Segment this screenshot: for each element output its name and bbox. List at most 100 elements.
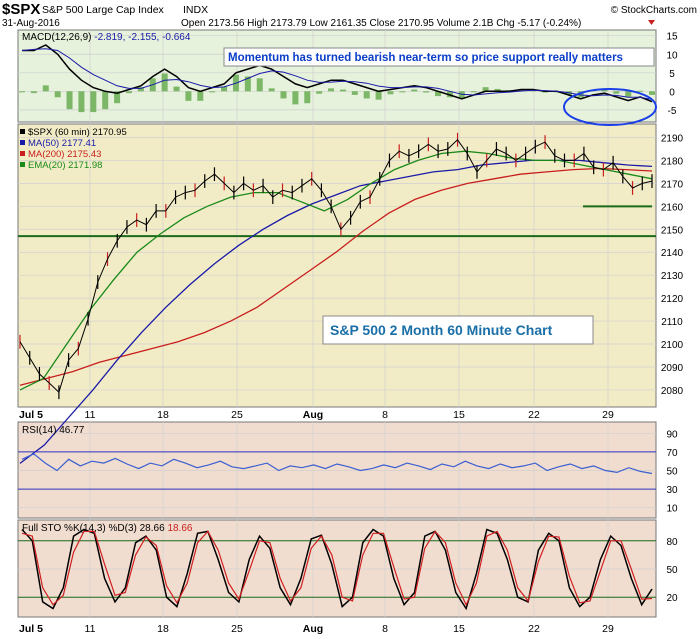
macd-histogram-bar xyxy=(316,91,323,94)
index-name: S&P 500 Large Cap Index xyxy=(42,4,165,16)
macd-highlight-ellipse xyxy=(563,88,657,126)
rsi-tick-label: 50 xyxy=(666,467,678,478)
macd-histogram-bar xyxy=(649,91,655,95)
macd-panel xyxy=(17,29,657,123)
annotation-box xyxy=(223,47,655,67)
macd-histogram-bar xyxy=(244,76,251,92)
macd-tick-label: -5 xyxy=(668,106,677,117)
macd-histogram-bar xyxy=(339,89,346,92)
ema20-line xyxy=(19,150,653,391)
macd-histogram-bar xyxy=(292,91,299,105)
x-axis-label: Jul 5 xyxy=(19,409,43,421)
price-line xyxy=(19,139,653,394)
rsi-tick-label: 90 xyxy=(666,429,678,440)
y-tick-labels: 151050-521902180217021602150214021302120… xyxy=(661,32,684,604)
price-tick-label: 2090 xyxy=(661,363,684,374)
price-tick-label: 2160 xyxy=(661,202,684,213)
stochastic-label: Full STO %K(14,3) %D(3) 28.66 18.66 xyxy=(22,523,193,534)
price-tick-label: 2170 xyxy=(661,179,684,190)
legend-swatch xyxy=(20,162,25,167)
macd-histogram-bar xyxy=(209,91,216,93)
rsi-tick-label: 30 xyxy=(666,485,678,496)
macd-histogram-bar xyxy=(613,91,620,94)
chart-title: S&P 500 2 Month 60 Minute Chart xyxy=(330,322,553,338)
macd-label: MACD(12,26,9) -2.819, -2.155, -0.664 xyxy=(22,32,191,43)
macd-signal-line xyxy=(21,48,653,100)
legend-entry: EMA(20) 2171.98 xyxy=(28,160,102,171)
macd-histogram-bar xyxy=(470,91,477,93)
macd-histogram-bar xyxy=(42,85,49,92)
macd-histogram-bar xyxy=(114,91,121,104)
symbol-title: $SPX xyxy=(2,1,40,18)
macd-histogram-bar xyxy=(304,91,311,104)
macd-histogram-bar xyxy=(173,86,180,92)
macd-histogram-bar xyxy=(221,86,228,92)
legend-swatch xyxy=(20,129,25,134)
macd-histogram-bar xyxy=(66,91,73,110)
macd-histogram-bar xyxy=(197,91,204,101)
stochastic-d-line xyxy=(21,530,653,607)
macd-histogram-bar xyxy=(482,87,489,92)
price-tick-label: 2140 xyxy=(661,248,684,259)
macd-histogram-bar xyxy=(185,91,192,101)
macd-histogram-bar xyxy=(30,91,37,94)
chart-title-box xyxy=(322,315,594,345)
macd-histogram-bar xyxy=(268,88,275,92)
x-axis-label: 8 xyxy=(382,409,388,421)
macd-histogram-bar xyxy=(363,91,370,99)
legend-swatch xyxy=(20,151,25,156)
price-tick-label: 2130 xyxy=(661,271,684,282)
macd-histogram-bar xyxy=(625,91,632,97)
stochastic-tick-label: 80 xyxy=(666,537,678,548)
ohlc-stats: Open 2173.56 High 2173.79 Low 2161.35 Cl… xyxy=(181,18,581,29)
x-axis-label: 22 xyxy=(528,623,540,635)
macd-histogram-bar xyxy=(351,91,358,95)
macd-histogram-bar xyxy=(328,88,335,92)
macd-histogram-bar xyxy=(280,91,287,99)
rsi-line xyxy=(21,453,653,475)
legend-entry: MA(200) 2175.43 xyxy=(28,149,101,160)
macd-histogram-bar xyxy=(256,78,263,92)
ma200-line xyxy=(19,167,653,386)
macd-values: -2.819, -2.155, -0.664 xyxy=(94,32,191,43)
macd-tick-label: 0 xyxy=(669,87,675,98)
x-axis-label: Aug xyxy=(303,623,323,635)
macd-histogram-bar xyxy=(530,90,537,92)
x-axis-label: 18 xyxy=(157,409,169,421)
macd-histogram-bar xyxy=(637,90,644,92)
price-tick-label: 2190 xyxy=(661,133,684,144)
macd-histogram-bar xyxy=(78,91,85,113)
macd-histogram-bar xyxy=(102,91,109,110)
x-tick-labels: Jul 5 11 18 25 Aug 8 15 22 29 Jul 5 11 18 25 Aug 8 15 22… xyxy=(19,409,614,635)
x-axis-label: 25 xyxy=(231,623,243,635)
price-tick-label: 2150 xyxy=(661,225,684,236)
macd-histogram-bar xyxy=(411,89,418,92)
stochastic-panel xyxy=(17,519,657,618)
macd-tick-label: 10 xyxy=(666,50,678,61)
macd-histogram-bar xyxy=(387,91,394,95)
macd-histogram-bar xyxy=(161,73,168,92)
x-axis-label: 11 xyxy=(85,409,96,421)
macd-histogram-bar xyxy=(90,91,97,113)
macd-histogram-bar xyxy=(137,87,144,92)
stochastic-k-line xyxy=(21,528,653,611)
x-axis-label: 29 xyxy=(602,409,614,421)
price-tick-label: 2120 xyxy=(661,294,684,305)
exchange-label: INDX xyxy=(183,4,208,16)
rsi-panel xyxy=(17,421,657,519)
annotation-text: Momentum has turned bearish near-term so… xyxy=(228,52,623,64)
price-tick-label: 2080 xyxy=(661,386,684,397)
plot-layer xyxy=(18,44,656,611)
stochastic-tick-label: 20 xyxy=(666,593,678,604)
price-tick-label: 2110 xyxy=(661,317,683,328)
x-axis-label: 25 xyxy=(231,409,243,421)
macd-histogram-bar xyxy=(375,91,382,100)
x-axis-label: 15 xyxy=(453,409,465,421)
macd-tick-label: 5 xyxy=(669,69,675,80)
x-axis-label: 18 xyxy=(157,623,169,635)
stochastic-tick-label: 50 xyxy=(666,565,678,576)
chg-down-arrow-icon xyxy=(648,20,655,25)
watermark: © StockCharts.com xyxy=(611,5,697,16)
